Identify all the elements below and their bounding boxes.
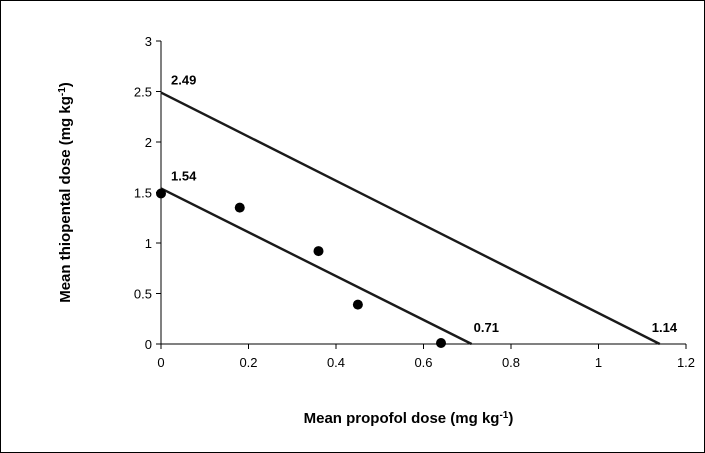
y-tick-label: 1.5	[134, 186, 152, 201]
y-tick-label: 3	[145, 34, 152, 49]
x-ticks: 0 0.2 0.4 0.6 0.8 1 1.2	[157, 344, 695, 370]
x-tick-label: 0.8	[502, 355, 520, 370]
annotation-label: 0.71	[474, 320, 499, 335]
x-axis-label: Mean propofol dose (mg kg-1)	[304, 410, 514, 428]
data-points	[156, 188, 446, 348]
data-point	[313, 246, 324, 257]
data-point	[436, 337, 446, 348]
annotation-label: 1.54	[171, 168, 197, 183]
y-axis-label: Mean thiopental dose (mg kg-1)	[57, 82, 75, 303]
x-tick-label: 1	[595, 355, 602, 370]
x-tick-label: 0.4	[327, 355, 345, 370]
y-tick-label: 0	[145, 337, 152, 352]
additivity-line	[160, 187, 473, 346]
additivity-lines	[160, 91, 661, 346]
y-ticks: 0 0.5 1 1.5 2 2.5 3	[134, 34, 161, 352]
x-tick-label: 1.2	[677, 355, 695, 370]
annotation-label: 2.49	[171, 73, 196, 88]
x-tick-label: 0	[157, 355, 164, 370]
data-point	[352, 299, 363, 310]
data-point	[156, 188, 166, 199]
axes	[160, 41, 686, 345]
annotation-label: 1.14	[652, 320, 678, 335]
y-tick-label: 2.5	[134, 85, 152, 100]
y-tick-label: 0.5	[134, 287, 152, 302]
annotations: 2.49 1.54 0.71 1.14	[171, 73, 678, 335]
x-tick-label: 0.6	[414, 355, 432, 370]
y-tick-label: 1	[145, 236, 152, 251]
y-tick-label: 2	[145, 135, 152, 150]
additivity-line	[160, 91, 661, 346]
x-tick-label: 0.2	[239, 355, 257, 370]
data-point	[234, 202, 245, 213]
